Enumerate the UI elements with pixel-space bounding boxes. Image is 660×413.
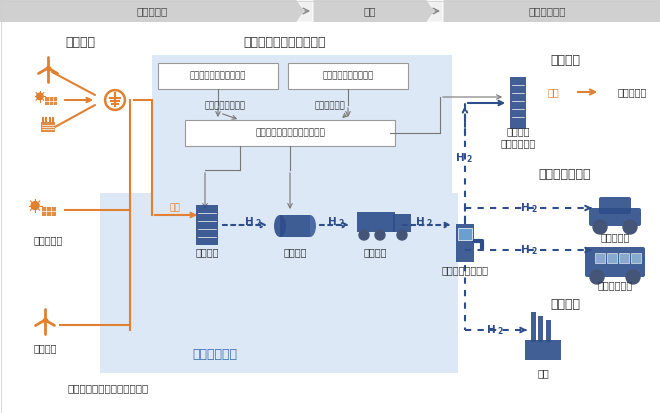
Bar (152, 55, 452, 200)
Ellipse shape (274, 215, 286, 237)
Bar (288, 63, 408, 89)
Text: 需給バランス調整: 需給バランス調整 (205, 102, 246, 111)
Circle shape (593, 220, 607, 234)
Polygon shape (427, 0, 443, 22)
Text: H: H (456, 153, 465, 163)
Text: 電力系統側制御システム: 電力系統側制御システム (190, 71, 246, 81)
Bar (196, 205, 218, 245)
Text: 水素エネルギー運用システム: 水素エネルギー運用システム (255, 128, 325, 138)
Text: H: H (328, 217, 337, 227)
Text: モビリティ用途: モビリティ用途 (539, 169, 591, 181)
Bar (280, 215, 310, 237)
Text: 2: 2 (466, 155, 471, 164)
Text: 産業用途: 産業用途 (550, 299, 580, 311)
Bar (546, 320, 551, 342)
Text: 水素発電
（燃料電池）: 水素発電 （燃料電池） (500, 126, 536, 148)
Bar (185, 120, 395, 146)
Text: 2: 2 (338, 219, 343, 228)
Circle shape (31, 202, 39, 209)
FancyBboxPatch shape (599, 197, 631, 214)
Text: 水素輸送: 水素輸送 (363, 247, 387, 257)
Bar (357, 212, 395, 232)
Text: 水素需要予測: 水素需要予測 (315, 102, 346, 111)
Bar (42, 206, 56, 216)
Text: 水素ステーション: 水素ステーション (442, 265, 488, 275)
Bar (158, 63, 278, 89)
Text: 電力: 電力 (170, 204, 180, 213)
Text: 水素製造: 水素製造 (195, 247, 218, 257)
Bar (100, 193, 458, 373)
Bar (456, 224, 474, 262)
Bar (393, 214, 411, 232)
Circle shape (397, 230, 407, 240)
Bar (0, 0, 660, 22)
Text: H: H (521, 245, 530, 255)
Text: H: H (416, 217, 425, 227)
Polygon shape (297, 0, 313, 22)
Bar (595, 253, 605, 263)
Text: 発電用途: 発電用途 (550, 54, 580, 66)
Bar (531, 312, 536, 342)
Text: 実証システム: 実証システム (193, 349, 238, 361)
Text: 電力市場等: 電力市場等 (617, 87, 647, 97)
Circle shape (623, 220, 637, 234)
Circle shape (626, 270, 640, 284)
Text: 水素貯蔵: 水素貯蔵 (283, 247, 307, 257)
Text: 風力発電: 風力発電 (33, 343, 57, 353)
Ellipse shape (304, 215, 316, 237)
Text: 系統電力: 系統電力 (65, 36, 95, 48)
Text: 太陽光発電: 太陽光発電 (33, 235, 63, 245)
FancyBboxPatch shape (589, 208, 641, 226)
Text: 2: 2 (531, 205, 536, 214)
Text: 燃料電池車: 燃料電池車 (601, 232, 630, 242)
Bar (46, 97, 57, 104)
Text: 輸送: 輸送 (364, 6, 376, 16)
Text: 電力: 電力 (547, 87, 559, 97)
Bar (631, 253, 641, 263)
Text: 水素需要予測システム: 水素需要予測システム (322, 71, 374, 81)
Text: 燃料電池バス: 燃料電池バス (597, 280, 633, 290)
Bar (41, 122, 55, 132)
Bar (525, 340, 561, 360)
Text: 2: 2 (497, 327, 502, 336)
Text: 2: 2 (255, 219, 260, 228)
Text: 工場: 工場 (537, 368, 549, 378)
Circle shape (359, 230, 369, 240)
FancyBboxPatch shape (585, 247, 645, 277)
Text: H: H (246, 217, 254, 227)
Text: 水素エネルギーシステム: 水素エネルギーシステム (244, 36, 326, 48)
Circle shape (37, 93, 43, 100)
Circle shape (375, 230, 385, 240)
Bar (619, 253, 629, 263)
Text: H: H (521, 203, 530, 213)
Text: 供給・利活用: 供給・利活用 (529, 6, 566, 16)
Text: 2: 2 (531, 247, 536, 256)
Bar (538, 316, 543, 342)
Circle shape (590, 270, 604, 284)
Bar (607, 253, 617, 263)
Text: 再生可能エネルギー由来電力: 再生可能エネルギー由来電力 (68, 383, 149, 393)
Bar (458, 228, 472, 240)
Bar (510, 77, 526, 129)
Text: H: H (487, 325, 496, 335)
Text: 2: 2 (426, 219, 431, 228)
Text: 製造・貯蔵: 製造・貯蔵 (137, 6, 168, 16)
